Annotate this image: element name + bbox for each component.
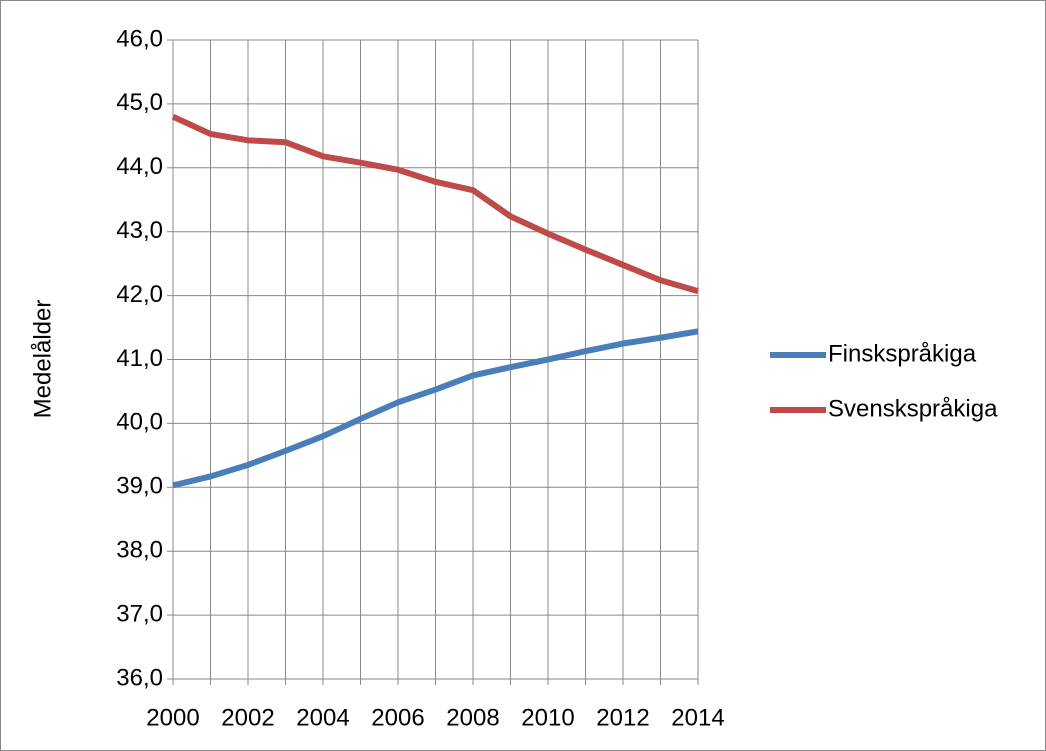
y-tick-label: 43,0: [116, 217, 163, 244]
x-tick-label: 2004: [296, 704, 349, 731]
y-tick-label: 38,0: [116, 537, 163, 564]
y-tick-label: 39,0: [116, 473, 163, 500]
y-tick-label: 46,0: [116, 25, 163, 52]
line-series: [172, 328, 699, 489]
y-tick-label: 42,0: [116, 281, 163, 308]
legend-label: Finskspråkiga: [828, 340, 977, 367]
y-axis-label: Medelålder: [29, 300, 56, 419]
y-tick-label: 40,0: [116, 409, 163, 436]
y-tick-label: 37,0: [116, 600, 163, 627]
x-tick-label: 2006: [371, 704, 424, 731]
x-tick-label: 2014: [671, 704, 724, 731]
y-tick-label: 36,0: [116, 664, 163, 691]
y-tick-label: 41,0: [116, 345, 163, 372]
x-tick-label: 2008: [446, 704, 499, 731]
x-tick-label: 2002: [221, 704, 274, 731]
y-tick-label: 45,0: [116, 89, 163, 116]
x-tick-label: 2000: [146, 704, 199, 731]
legend-label: Svenskspråkiga: [828, 395, 998, 422]
y-tick-label: 44,0: [116, 153, 163, 180]
x-tick-label: 2012: [596, 704, 649, 731]
x-tick-label: 2010: [521, 704, 574, 731]
line-series: [171, 113, 699, 295]
